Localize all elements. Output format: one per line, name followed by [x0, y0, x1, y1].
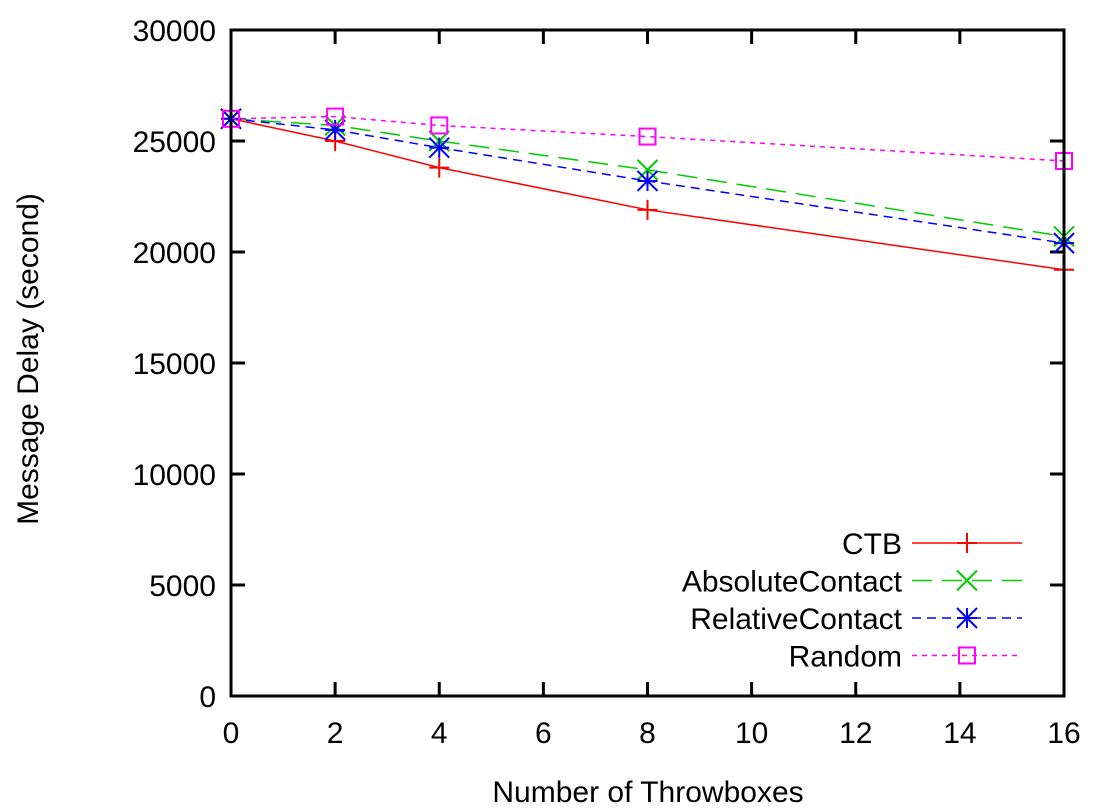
x-axis-label: Number of Throwboxes	[492, 776, 803, 809]
x-tick-label: 2	[327, 717, 344, 750]
y-tick-label: 10000	[133, 459, 216, 492]
y-tick-label: 0	[199, 681, 216, 714]
legend-marker-absolutecontact	[956, 569, 978, 592]
legend-label-absolutecontact: AbsoluteContact	[682, 566, 903, 599]
y-tick-label: 15000	[133, 348, 216, 381]
data-point-relativecontact	[428, 136, 450, 159]
legend-marker-relativecontact	[956, 607, 978, 629]
legend-label-relativecontact: RelativeContact	[690, 603, 902, 636]
legend: CTB AbsoluteContact RelativeContact Random	[682, 528, 1022, 674]
x-tick-label: 0	[223, 717, 240, 750]
legend-marker-random	[958, 646, 976, 665]
x-tick-label: 14	[943, 717, 976, 750]
legend-label-random: Random	[789, 641, 902, 674]
x-tick-label: 16	[1047, 717, 1080, 750]
data-point-absolutecontact	[636, 159, 659, 181]
axis-ticks	[229, 28, 1066, 698]
data-point-random	[326, 107, 345, 126]
series-relativecontact	[220, 108, 1075, 254]
data-point-ctb	[429, 157, 450, 178]
series-line-absolutecontact	[230, 118, 1065, 238]
data-point-relativecontact	[636, 170, 659, 192]
x-tick-label: 10	[735, 717, 768, 750]
tick-labels: 0 2 4 6 8 10 12 14 16 0 5000 10000 15000 20000 25000 30…	[133, 15, 1081, 750]
legend-marker-ctb	[957, 533, 977, 553]
y-tick-label: 5000	[149, 570, 216, 603]
x-tick-label: 4	[431, 717, 448, 750]
x-tick-label: 12	[839, 717, 872, 750]
y-axis-label: Message Delay (second)	[12, 193, 45, 525]
y-tick-label: 30000	[133, 15, 216, 48]
y-tick-label: 25000	[133, 126, 216, 159]
legend-label-ctb: CTB	[842, 528, 902, 561]
series-line-random	[230, 115, 1065, 162]
data-point-random	[430, 116, 449, 135]
series-ctb	[221, 108, 1074, 280]
data-point-random	[638, 127, 657, 146]
x-tick-label: 8	[639, 717, 656, 750]
y-tick-label: 20000	[133, 237, 216, 270]
series-line-ctb	[230, 118, 1065, 271]
x-tick-label: 6	[535, 717, 552, 750]
series-group	[220, 107, 1075, 280]
data-point-relativecontact	[324, 119, 346, 141]
data-point-ctb	[637, 199, 658, 220]
plot-frame	[229, 28, 1066, 698]
series-random	[222, 107, 1073, 170]
